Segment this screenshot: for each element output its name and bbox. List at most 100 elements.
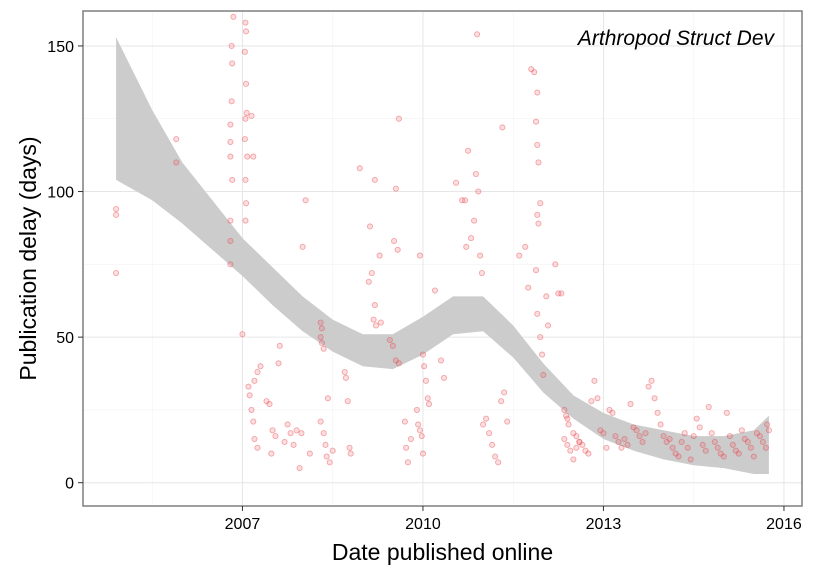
confidence-band-layer [116,37,769,474]
data-point [248,406,255,413]
data-point [744,438,751,445]
data-point [386,336,393,344]
data-point [241,48,248,55]
data-point [504,418,511,425]
data-point [516,252,523,259]
data-point [257,363,264,370]
data-point [377,319,384,326]
data-point [537,200,544,207]
data-point [431,287,439,294]
data-point [243,200,250,207]
data-point [480,421,487,428]
data-point [579,441,586,448]
data-point [732,447,739,454]
data-point [606,406,613,413]
data-point [699,441,706,448]
data-point [320,345,327,352]
data-point [588,398,595,405]
data-point [324,395,331,402]
data-point [585,450,592,457]
data-point [564,415,571,422]
data-point [663,438,670,445]
y-tick-label: 50 [56,330,74,347]
data-point [726,433,733,440]
data-point [651,395,658,402]
data-point [376,252,383,259]
data-point [275,360,282,367]
data-point [173,159,180,166]
data-point [344,398,351,405]
data-point [229,60,236,67]
data-point [678,438,685,445]
data-point [558,290,565,297]
data-point [654,409,661,416]
data-point [702,447,709,454]
data-point [113,205,120,213]
data-point [600,430,607,437]
data-point [735,450,742,457]
data-point [281,438,288,445]
data-point [576,438,583,445]
data-point [463,243,470,250]
x-tick-label: 2010 [405,516,441,533]
data-point [660,433,667,440]
data-point [290,441,297,448]
data-point [317,334,324,341]
data-point [371,302,378,309]
data-point [317,319,324,326]
data-point [477,252,484,259]
data-point [422,377,430,384]
data-point [747,444,754,451]
data-point [666,435,673,443]
data-point [675,453,682,460]
data-point [242,217,249,224]
data-point [687,456,694,463]
data-point [720,453,727,460]
data-point [756,433,763,440]
y-tick-label: 0 [65,476,74,493]
data-point [501,389,508,396]
data-point [242,176,249,183]
data-point [465,147,472,154]
data-point [245,383,252,390]
data-point [243,28,250,35]
data-point [407,435,414,443]
data-point [636,433,643,440]
data-point [525,284,532,291]
data-point [424,395,431,402]
data-point [421,363,428,370]
data-point [492,453,499,460]
data-point [346,444,353,451]
data-point [403,444,410,451]
data-point [552,261,559,268]
data-point [522,243,529,250]
data-point [561,406,568,413]
data-point [113,270,120,277]
data-point [459,197,466,204]
data-point [342,374,349,381]
data-point [263,398,270,405]
data-point [296,465,303,472]
data-point [323,453,330,460]
data-point [567,447,574,454]
data-point [250,153,257,160]
data-point [738,427,745,434]
data-point [627,401,634,408]
data-point [681,430,688,437]
data-point [251,377,258,384]
data-point [489,441,496,448]
data-point [242,115,249,122]
data-point [395,115,402,122]
data-point [534,211,541,218]
data-point [573,433,580,440]
data-point [227,217,234,224]
data-point [750,453,757,460]
data-point [472,171,479,178]
data-point [230,13,237,20]
data-points-layer [113,13,772,472]
x-axis-title: Date published online [332,539,553,565]
data-point [365,278,372,285]
data-point [594,395,601,402]
data-point [534,141,541,148]
